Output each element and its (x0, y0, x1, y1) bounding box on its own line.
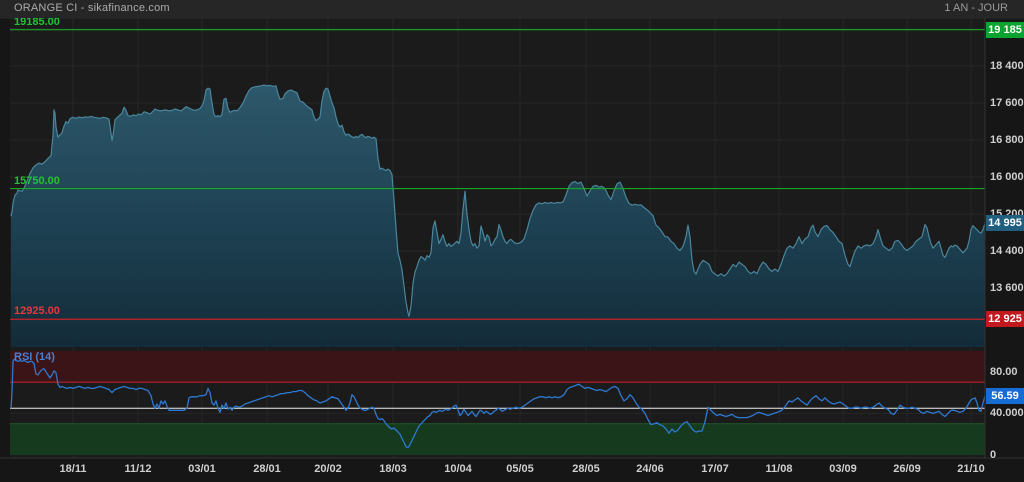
rsi-indicator-label: RSI (14) (14, 351, 55, 363)
x-axis-label: 11/12 (124, 463, 152, 475)
rsi-axis-label: 0 (990, 449, 997, 461)
x-axis-label: 05/05 (506, 463, 534, 475)
rsi-value-badge: 56.59 (986, 388, 1024, 405)
x-axis-label: 11/08 (765, 463, 793, 475)
y-axis-label: 13 600 (990, 282, 1024, 294)
x-axis-label: 26/09 (893, 463, 921, 475)
x-axis-label: 20/02 (314, 463, 342, 475)
rsi-axis-label: 40.000 (990, 407, 1024, 420)
time-axis[interactable] (0, 458, 1024, 482)
y-axis-label: 16 800 (990, 134, 1024, 146)
x-axis-label: 28/05 (572, 463, 600, 475)
green-level-label: 19185.00 (14, 15, 60, 28)
rsi-oversold-zone (10, 423, 985, 455)
y-axis-label: 16 000 (990, 171, 1024, 183)
current-price-badge: 14 995 (986, 215, 1024, 232)
x-axis-label: 17/07 (701, 463, 729, 475)
x-axis-label: 03/09 (829, 463, 857, 475)
alert-level-badge: 19 185 (986, 21, 1024, 38)
x-axis-label: 18/11 (59, 463, 87, 475)
y-axis-label: 14 400 (990, 245, 1024, 257)
price-area-line (10, 84, 986, 317)
x-axis-label: 24/06 (636, 463, 664, 475)
price-area-fill (11, 85, 985, 347)
chart-plot-area[interactable] (10, 18, 985, 458)
x-axis-label: 28/01 (253, 463, 281, 475)
timeframe-label: 1 AN - JOUR (944, 2, 1008, 14)
y-axis-label: 18 400 (990, 60, 1024, 72)
y-axis-label: 17 600 (990, 97, 1024, 109)
titlebar: ORANGE CI - sikafinance.com 1 AN - JOUR (0, 0, 1024, 18)
x-axis-label: 18/03 (379, 463, 407, 475)
x-axis-label: 03/01 (188, 463, 216, 475)
red-level-label: 12925.00 (14, 305, 60, 318)
stoploss-level-badge: 12 925 (986, 311, 1024, 328)
rsi-line (10, 358, 986, 449)
x-axis-label: 10/04 (444, 463, 472, 475)
rsi-axis-label: 80.00 (990, 365, 1018, 378)
chart-title: ORANGE CI - sikafinance.com (14, 2, 170, 14)
green-level-label: 15750.00 (14, 174, 60, 187)
rsi-overbought-zone (10, 351, 985, 383)
x-axis-label: 21/10 (957, 463, 985, 475)
